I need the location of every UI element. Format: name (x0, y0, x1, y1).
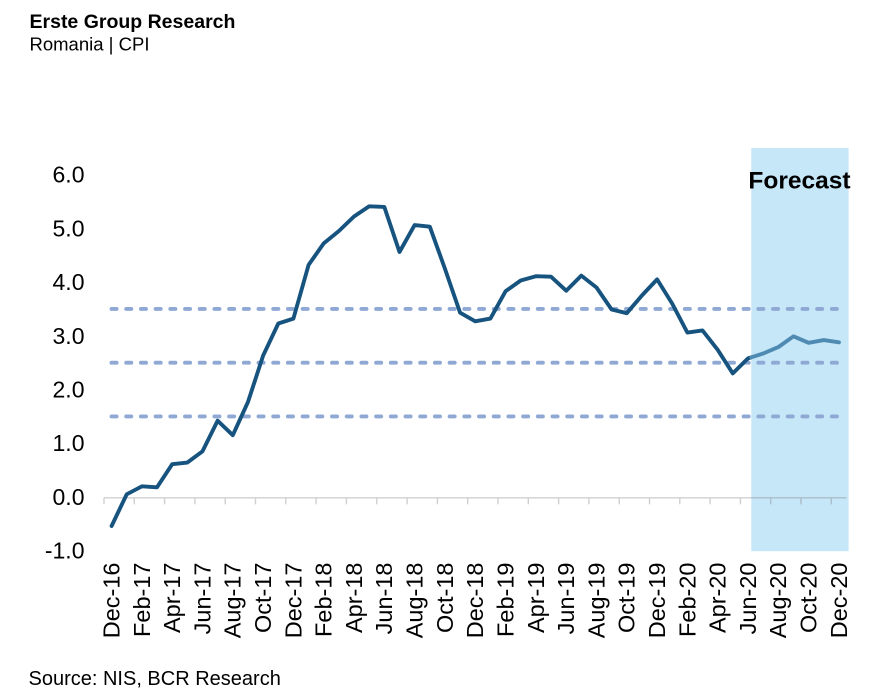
svg-text:4.0: 4.0 (53, 269, 85, 295)
svg-text:-1.0: -1.0 (45, 538, 85, 564)
svg-text:5.0: 5.0 (53, 215, 85, 241)
svg-text:Oct-18: Oct-18 (432, 563, 458, 634)
svg-text:Oct-19: Oct-19 (614, 563, 640, 634)
svg-text:3.0: 3.0 (53, 323, 85, 349)
svg-text:Aug-20: Aug-20 (765, 563, 791, 639)
svg-text:Apr-20: Apr-20 (705, 563, 731, 634)
svg-text:Feb-20: Feb-20 (674, 563, 700, 637)
svg-text:Feb-17: Feb-17 (129, 563, 155, 637)
svg-text:Dec-17: Dec-17 (280, 563, 306, 639)
svg-text:Dec-19: Dec-19 (644, 563, 670, 639)
svg-text:Romania | CPI: Romania | CPI (30, 34, 150, 55)
svg-text:Oct-20: Oct-20 (796, 563, 822, 634)
svg-text:Erste Group Research: Erste Group Research (30, 11, 236, 33)
svg-text:Feb-19: Feb-19 (493, 563, 519, 637)
svg-text:Apr-19: Apr-19 (523, 563, 549, 634)
svg-text:Dec-18: Dec-18 (462, 563, 488, 639)
svg-text:2.0: 2.0 (53, 377, 85, 403)
svg-text:Jun-20: Jun-20 (735, 563, 761, 635)
svg-text:Aug-18: Aug-18 (402, 563, 428, 639)
svg-text:Dec-20: Dec-20 (826, 563, 852, 639)
svg-text:Aug-17: Aug-17 (220, 563, 246, 639)
svg-text:Forecast: Forecast (748, 168, 850, 195)
svg-text:Aug-19: Aug-19 (583, 563, 609, 639)
svg-text:0.0: 0.0 (53, 484, 85, 510)
svg-text:1.0: 1.0 (53, 430, 85, 456)
svg-text:6.0: 6.0 (53, 162, 85, 188)
svg-text:Apr-18: Apr-18 (341, 563, 367, 634)
svg-text:Dec-16: Dec-16 (99, 563, 125, 639)
svg-text:Apr-17: Apr-17 (159, 563, 185, 634)
svg-text:Oct-17: Oct-17 (250, 563, 276, 634)
svg-text:Jun-18: Jun-18 (371, 563, 397, 635)
svg-text:Jun-17: Jun-17 (189, 563, 215, 635)
svg-text:Jun-19: Jun-19 (553, 563, 579, 635)
svg-text:Source: NIS, BCR Research: Source: NIS, BCR Research (29, 668, 281, 690)
svg-text:Feb-18: Feb-18 (311, 563, 337, 637)
